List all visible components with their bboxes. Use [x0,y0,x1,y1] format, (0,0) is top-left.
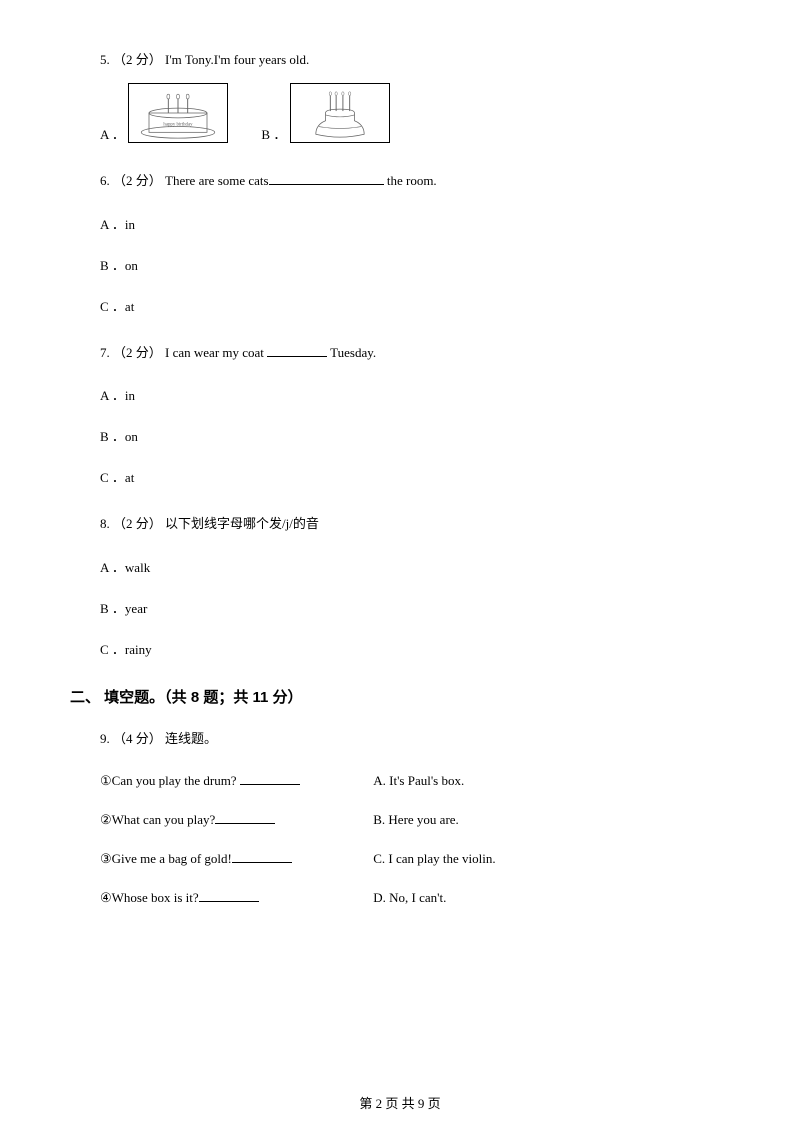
q5-image-options: A ． happy birthday B ． [100,83,730,143]
q5-points: （2 分） [113,52,162,67]
question-8: 8. （2 分） 以下划线字母哪个发/j/的音 A ．walk B ．year … [100,514,730,658]
q9-points: （4 分） [113,731,162,746]
q6-option-a: A ．in [100,214,730,233]
question-5-text: 5. （2 分） I'm Tony.I'm four years old. [100,50,730,71]
q6-option-c: C ．at [100,296,730,315]
q9-m2-right: B. Here you are. [373,812,459,828]
question-6: 6. （2 分） There are some cats the room. A… [100,171,730,315]
blank-fill [269,172,384,185]
q8-points: （2 分） [113,516,162,531]
q5-option-a: A ． happy birthday [100,83,228,143]
q6-points: （2 分） [113,173,162,188]
q9-m4-right: D. No, I can't. [373,890,446,906]
svg-text:happy birthday: happy birthday [164,122,194,127]
q9-match-3: ③Give me a bag of gold! C. I can play th… [100,850,730,867]
q7-option-a: A ．in [100,385,730,404]
q9-m3l-text: ③Give me a bag of gold! [100,851,232,866]
q7-option-c: C ．at [100,467,730,486]
q7-text1: I can wear my coat [165,345,267,360]
q7-option-b: B ．on [100,426,730,445]
q8-number: 8. [100,516,110,531]
q7-points: （2 分） [113,345,162,360]
cake-icon-b [291,84,389,142]
q9-m4l-text: ④Whose box is it? [100,890,199,905]
page-footer: 第 2 页 共 9 页 [0,1093,800,1112]
q5-text: I'm Tony.I'm four years old. [165,52,309,67]
q9-m2-left: ②What can you play? [100,811,370,828]
q7-number: 7. [100,345,110,360]
q9-m3-right: C. I can play the violin. [373,851,495,867]
question-8-text: 8. （2 分） 以下划线字母哪个发/j/的音 [100,514,730,535]
q9-match-2: ②What can you play? B. Here you are. [100,811,730,828]
q5-opta-label: A ． [100,127,125,142]
question-6-text: 6. （2 分） There are some cats the room. [100,171,730,192]
section-2-header: 二、 填空题。（共 8 题；共 11 分） [70,686,730,707]
blank-fill [232,850,292,863]
q9-text: 连线题。 [165,731,217,746]
q9-match-1: ①Can you play the drum? A. It's Paul's b… [100,772,730,789]
q9-m3-left: ③Give me a bag of gold! [100,850,370,867]
q5-option-b: B ． [261,83,389,143]
q9-m1l-text: ①Can you play the drum? [100,773,240,788]
question-9: 9. （4 分） 连线题。 ①Can you play the drum? A.… [100,729,730,906]
q9-match-4: ④Whose box is it? D. No, I can't. [100,889,730,906]
q9-m2l-text: ②What can you play? [100,812,215,827]
blank-fill [199,889,259,902]
cake-image-a: happy birthday [128,83,228,143]
cake-image-b [290,83,390,143]
q6-text1: There are some cats [165,173,269,188]
question-5: 5. （2 分） I'm Tony.I'm four years old. A … [100,50,730,143]
q9-number: 9. [100,731,110,746]
question-7-text: 7. （2 分） I can wear my coat Tuesday. [100,343,730,364]
q5-number: 5. [100,52,110,67]
q6-option-b: B ．on [100,255,730,274]
q8-option-b: B ．year [100,598,730,617]
blank-fill [215,811,275,824]
question-7: 7. （2 分） I can wear my coat Tuesday. A ．… [100,343,730,487]
q8-option-c: C ．rainy [100,639,730,658]
cake-icon-a: happy birthday [129,84,227,142]
q8-option-a: A ．walk [100,557,730,576]
q5-optb-label: B ． [261,127,286,142]
blank-fill [240,772,300,785]
q8-text: 以下划线字母哪个发/j/的音 [165,516,319,531]
q9-m4-left: ④Whose box is it? [100,889,370,906]
blank-fill [267,344,327,357]
q6-number: 6. [100,173,110,188]
q6-text2: the room. [384,173,437,188]
question-9-text: 9. （4 分） 连线题。 [100,729,730,750]
q9-m1-right: A. It's Paul's box. [373,773,464,789]
q7-text2: Tuesday. [327,345,376,360]
q9-m1-left: ①Can you play the drum? [100,772,370,789]
